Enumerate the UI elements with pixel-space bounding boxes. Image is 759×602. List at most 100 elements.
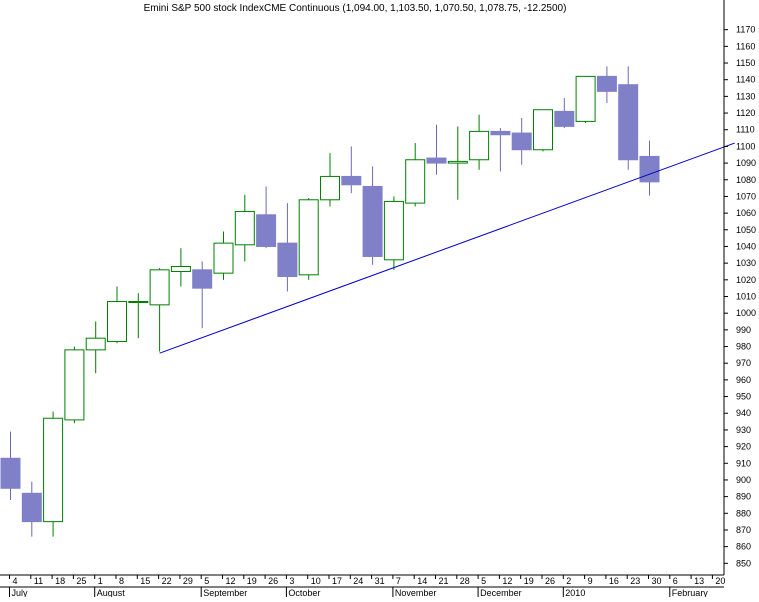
x-tick-label: 29	[183, 576, 193, 586]
candle-body-down	[21, 492, 42, 523]
candle	[298, 198, 319, 280]
candle	[575, 75, 596, 124]
y-tick-label: 1130	[736, 91, 755, 101]
y-tick-label: 960	[736, 375, 751, 385]
y-tick-label: 980	[736, 342, 751, 352]
y-tick-label: 1120	[736, 108, 755, 118]
y-tick-label: 880	[736, 508, 751, 518]
y-tick-label: 1090	[736, 158, 756, 168]
x-tick-label: 8	[119, 576, 124, 586]
x-tick-label: 26	[545, 576, 555, 586]
chart-title: Emini S&P 500 stock IndexCME Continuous …	[144, 3, 567, 14]
x-tick-label: 19	[247, 576, 257, 586]
y-tick-label: 1110	[736, 125, 755, 135]
y-tick-label: 890	[736, 492, 751, 502]
x-tick-label: 5	[481, 576, 486, 586]
candle	[341, 146, 362, 194]
candle	[277, 203, 298, 292]
x-tick-label: 24	[353, 576, 363, 586]
y-tick-label: 1060	[736, 208, 756, 218]
x-tick-label: 14	[417, 576, 427, 586]
candle	[256, 186, 277, 249]
x-tick-label: 12	[502, 576, 512, 586]
candle-body-down	[490, 130, 511, 136]
candle	[170, 248, 191, 287]
candle	[405, 143, 426, 207]
x-tick-label: 6	[673, 576, 678, 586]
y-tick-label: 920	[736, 442, 751, 452]
candle-body-up	[213, 242, 234, 274]
candle	[533, 109, 553, 152]
x-tick-label: 18	[55, 576, 65, 586]
x-tick-label: 12	[226, 576, 236, 586]
x-tick-label: 7	[396, 576, 401, 586]
y-tick-label: 1170	[736, 25, 755, 35]
y-tick-label: 1000	[736, 308, 756, 318]
y-tick-label: 930	[736, 425, 751, 435]
candle	[320, 153, 340, 207]
trendline-layer	[159, 142, 735, 354]
y-tick-label: 900	[736, 475, 751, 485]
y-axis: 850 860 870 880 890 900 910 920 930 940 950 960 970 9…	[723, 0, 756, 575]
x-axis: 4 11 18 25 1 8 15 22 29 5 12 19 26 3 10 17 24 31 7 14 21 28 5 1…	[0, 574, 725, 598]
x-tick-label: 10	[311, 576, 321, 586]
x-tick-label: 25	[76, 576, 86, 586]
candle-body-up	[405, 159, 426, 204]
candle-body-up	[298, 199, 319, 276]
candle-body-down	[256, 214, 277, 247]
candle	[43, 411, 64, 537]
candle-body-up	[107, 301, 127, 343]
candle	[128, 293, 149, 339]
candle	[383, 196, 404, 270]
x-tick-label: 28	[460, 576, 470, 586]
candle-body-down	[639, 155, 660, 183]
y-tick-label: 1070	[736, 191, 756, 201]
candle	[21, 481, 42, 537]
candle	[362, 166, 383, 265]
x-tick-label: 21	[439, 576, 449, 586]
candle-body-down	[426, 157, 447, 164]
candle	[64, 346, 85, 424]
y-tick-label: 1150	[736, 58, 755, 68]
y-tick-label: 1050	[736, 225, 756, 235]
candle-body-up	[469, 130, 490, 161]
month-label: August	[97, 588, 126, 597]
y-tick-label: 1010	[736, 292, 756, 302]
y-tick-label: 910	[736, 458, 751, 468]
x-tick-label: 5	[204, 576, 209, 586]
candle-body-down	[554, 110, 575, 127]
candle	[0, 431, 21, 500]
candle-body-up	[234, 210, 255, 246]
x-tick-label: 31	[375, 576, 385, 586]
candle-body-up	[383, 200, 404, 261]
y-tick-label: 1160	[736, 41, 755, 51]
candles-layer	[0, 66, 660, 537]
candle	[618, 66, 639, 170]
candle	[234, 194, 255, 262]
x-tick-label: 3	[289, 576, 294, 586]
candle	[511, 118, 532, 165]
candle	[447, 126, 468, 200]
candle-body-down	[192, 269, 213, 289]
candle	[107, 286, 127, 344]
candle	[469, 114, 490, 170]
candle-body-down	[0, 457, 21, 489]
x-tick-label: 2	[566, 576, 571, 586]
y-tick-label: 1020	[736, 275, 756, 285]
candle	[426, 124, 447, 175]
candle-body-down	[362, 185, 383, 257]
y-tick-label: 850	[736, 558, 751, 568]
month-label: 2010	[565, 588, 585, 597]
month-label: February	[672, 588, 709, 597]
candle-body-down	[618, 84, 639, 161]
candle	[490, 128, 511, 172]
y-tick-label: 1100	[736, 141, 755, 151]
x-tick-label: 26	[268, 576, 278, 586]
x-tick-label: 23	[630, 576, 640, 586]
y-tick-label: 1140	[736, 75, 755, 85]
candle-body-down	[341, 175, 362, 186]
candle-body-up	[85, 337, 106, 351]
y-tick-label: 950	[736, 392, 751, 402]
candle	[149, 268, 170, 352]
